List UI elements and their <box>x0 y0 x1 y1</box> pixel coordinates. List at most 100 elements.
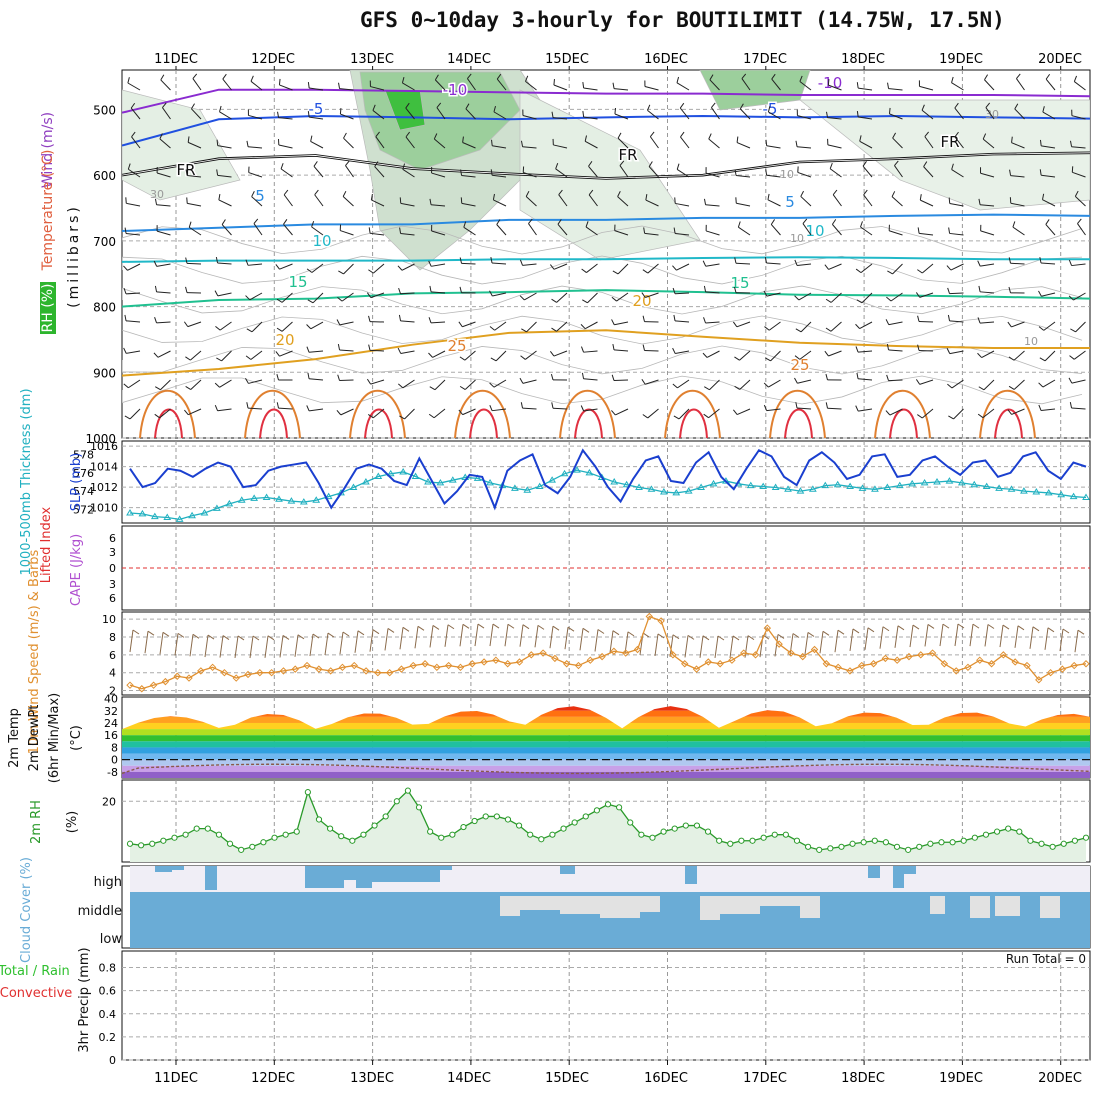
lower-axis-date-label: 16DEC <box>644 1071 688 1086</box>
wind-barb-flag <box>1039 169 1042 176</box>
wind-barb-flag <box>709 74 714 81</box>
wind-barb-flag <box>1038 290 1042 297</box>
wind-barb <box>405 107 415 120</box>
wind-barb-flag <box>856 372 859 379</box>
wind10m-marker <box>775 640 783 648</box>
wind-barb-flag <box>703 413 709 419</box>
thickness-marker <box>213 504 221 511</box>
thickness-marker <box>1082 493 1090 500</box>
wind10m-barb <box>429 625 434 648</box>
wind-barb <box>556 292 568 303</box>
wind-barb-flag <box>648 161 653 167</box>
wind-barb <box>768 321 781 331</box>
wind-barb <box>676 263 690 271</box>
wind-barb-flag <box>429 198 432 205</box>
wind10m-marker <box>1035 676 1043 684</box>
isotherm-25-loop <box>769 389 826 438</box>
temp-tick-label: 16 <box>104 729 118 742</box>
wind-barb-flag <box>1069 402 1073 409</box>
wind10m-marker <box>515 658 524 666</box>
wind10m-barb-flag <box>897 625 905 631</box>
wind-barb-flag <box>338 270 344 275</box>
rh2m-marker <box>827 845 834 852</box>
rh-contour-label: 30 <box>150 188 164 201</box>
rh-contour-label: 10 <box>1024 335 1038 348</box>
wind10m-barb-flag <box>1047 627 1055 633</box>
wind-barb <box>1071 115 1086 120</box>
wind-barb <box>370 232 385 236</box>
wind-barb <box>768 379 781 388</box>
wind10m-barb <box>519 624 524 647</box>
wind10m-barb-flag <box>807 632 815 637</box>
wind-barb <box>1042 379 1056 388</box>
wind-barb <box>314 194 324 207</box>
wind-barb-flag <box>124 227 127 234</box>
wind-barb <box>892 137 903 149</box>
wind-barb <box>584 140 598 149</box>
wind-barb-flag <box>216 357 222 362</box>
thickness-ylabel: 1000-500mb Thickness (dm) <box>19 388 34 575</box>
upper-temp-ylabel: Temperature (°C) <box>40 150 56 272</box>
rh2m-marker <box>1071 837 1078 844</box>
wind-barb <box>556 321 568 332</box>
wind-barb <box>920 199 934 207</box>
wind-barb <box>340 113 354 120</box>
rh2m-panel <box>126 787 1090 862</box>
wind10m-marker <box>740 649 748 657</box>
wind-barb-flag <box>551 111 554 118</box>
dewpt-ylabel: 2m DewPt <box>27 705 42 772</box>
cloud-high-bg <box>130 866 1090 892</box>
rh2m-marker <box>160 837 167 844</box>
wind-barb-flag <box>460 169 463 176</box>
temp-band <box>122 759 1090 766</box>
wind-barb-flag <box>399 415 405 420</box>
wind-barb <box>771 78 781 91</box>
isotherm-label: 20 <box>632 292 651 310</box>
wind-barb-flag <box>245 377 249 384</box>
wind-barb-flag <box>856 82 859 89</box>
wind-barb <box>251 321 263 333</box>
wind-barb <box>126 320 141 323</box>
pressure-tick-label: 1000 <box>85 432 116 446</box>
wind-barb <box>617 137 629 149</box>
wind10m-barb <box>309 633 314 657</box>
wind-barb-flag <box>581 268 587 273</box>
cape-ylabel: CAPE (J/kg) <box>69 534 84 606</box>
wind-barb <box>586 263 598 273</box>
thickness-marker <box>945 477 954 484</box>
wind-barb <box>310 321 324 330</box>
isotherm-label: 10 <box>312 232 331 250</box>
wind-barb <box>982 138 995 149</box>
wind-barb-flag <box>275 351 280 357</box>
wind-barb-flag <box>856 299 863 304</box>
wind10m-barb-flag <box>297 634 305 640</box>
wind-barb-flag <box>214 405 219 411</box>
isotherm-label: 15 <box>730 274 749 292</box>
wind-barb-flag <box>1039 357 1046 362</box>
wind-barb-flag <box>219 105 222 112</box>
rh2m-marker <box>193 825 200 832</box>
isotherm-label: 25 <box>790 356 809 374</box>
wind-barb <box>558 194 568 207</box>
wind-barb <box>461 202 476 207</box>
wind-barb <box>797 115 812 120</box>
wind-barb-flag <box>1042 106 1045 113</box>
wind-barb-flag <box>795 328 802 333</box>
wind-barb <box>649 136 659 149</box>
wind10m-barb-flag <box>867 627 875 633</box>
wind-barb <box>982 408 995 419</box>
wind-barb <box>1071 146 1086 149</box>
thickness-tick-label: 574 <box>73 485 94 498</box>
wind-barb-flag <box>185 356 191 361</box>
wind-barb-flag <box>765 357 771 362</box>
wind-barb-flag <box>1008 286 1011 293</box>
chart-title: GFS 0~10day 3-hourly for BOUTILIMIT (14.… <box>360 8 1005 32</box>
wind10m-barb-flag <box>612 630 620 636</box>
wind-barb-flag <box>519 259 524 266</box>
wind10m-barb <box>324 633 329 656</box>
wind10m-marker <box>1058 665 1067 673</box>
rh2m-marker <box>671 825 678 832</box>
rh2m-marker <box>1005 825 1012 832</box>
wind-barb <box>281 321 293 332</box>
